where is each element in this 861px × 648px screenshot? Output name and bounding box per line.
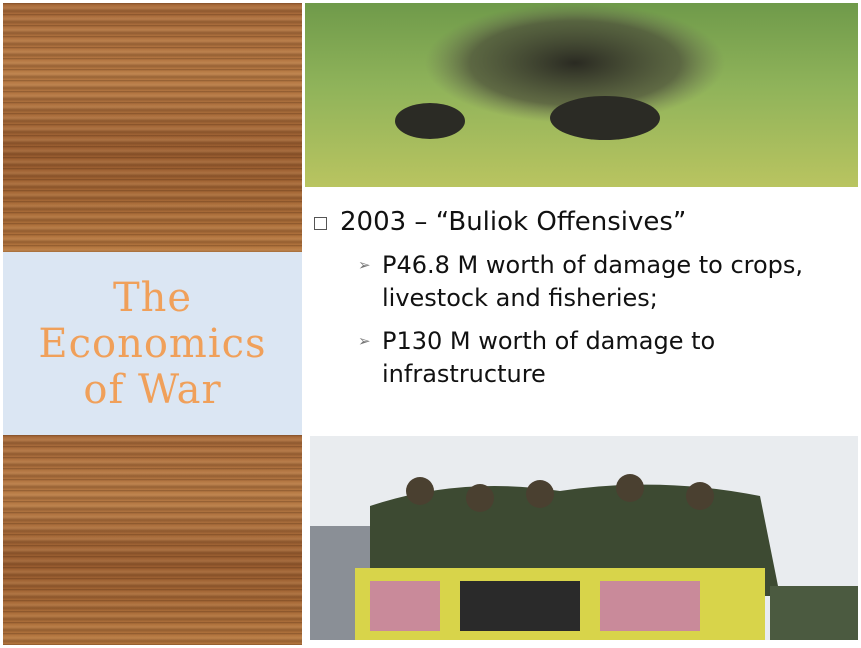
text-area: 2003 – “Buliok Offensives” P46.8 M worth… [312,205,852,401]
sub-bullet: P46.8 M worth of damage to crops, livest… [312,249,842,315]
title-line: Economics [38,320,267,367]
title-line: of War [83,366,222,413]
photo-field [305,3,858,187]
wood-panel [3,3,302,252]
wood-panel [3,435,302,645]
photo-soldiers [310,436,858,640]
sub-bullet: P130 M worth of damage to infrastructure [312,325,842,391]
title-panel: The Economics of War [3,252,302,435]
bullet: 2003 – “Buliok Offensives” [312,205,852,239]
title-line: The [112,274,193,321]
